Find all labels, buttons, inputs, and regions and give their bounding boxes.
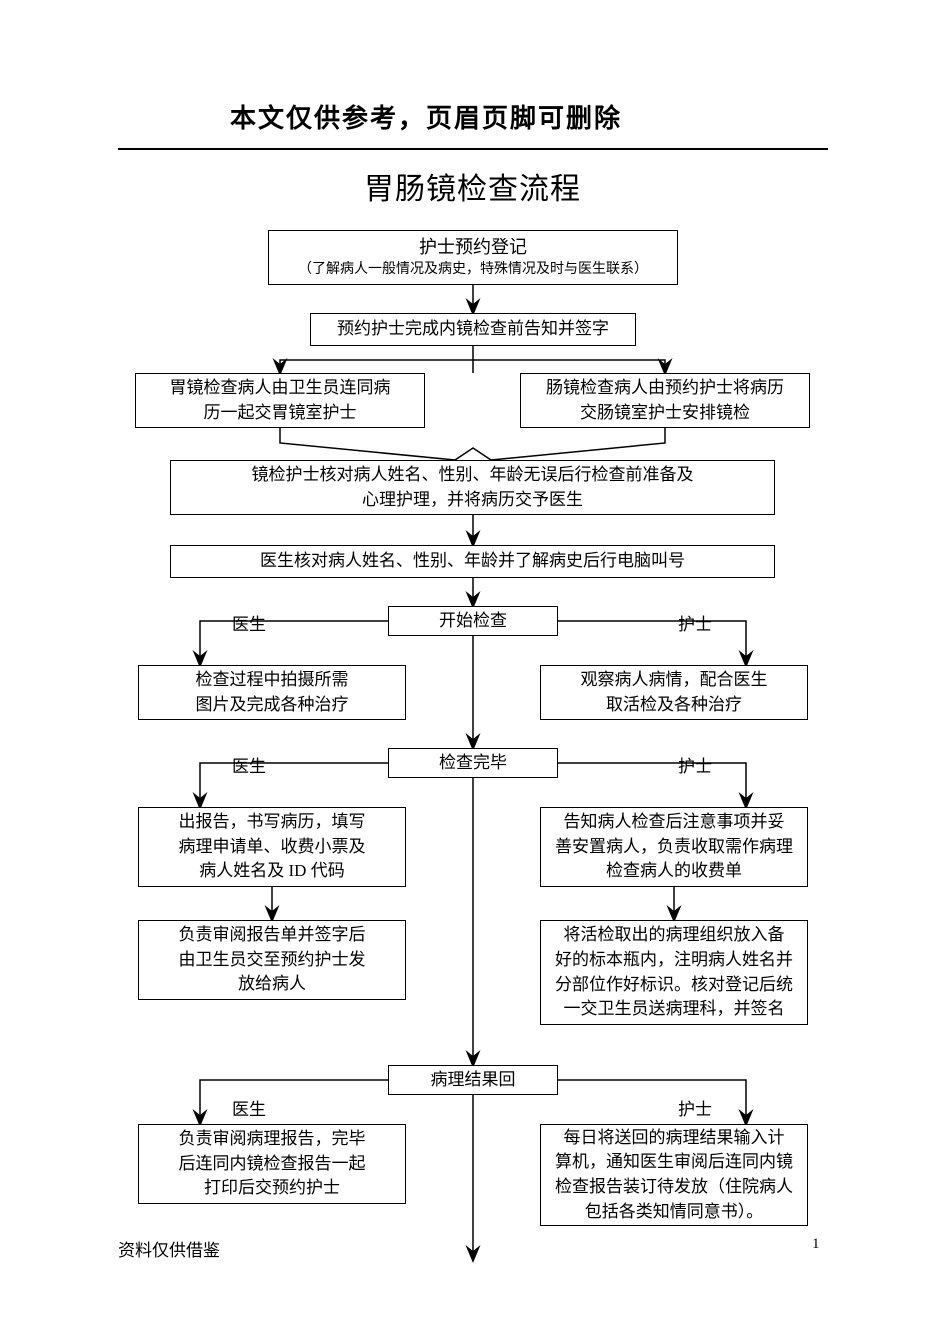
flow-node-line: 由卫生员交至预约护士发	[179, 948, 366, 973]
flow-node-line: 肠镜检查病人由预约护士将病历	[546, 376, 784, 401]
flow-node-n12l: 负责审阅病理报告，完毕后连同内镜检查报告一起打印后交预约护士	[138, 1124, 406, 1204]
flow-node-line: 将活检取出的病理组织放入备	[564, 923, 785, 948]
header-rule	[118, 148, 828, 150]
flow-node-line: 算机，通知医生审阅后连同内镜	[555, 1150, 793, 1175]
flow-node-line: 开始检查	[439, 609, 507, 634]
flow-node-line: 负责审阅病理报告，完毕	[179, 1127, 366, 1152]
flow-label-l3: 医生	[232, 752, 266, 777]
flow-node-line: 病人姓名及 ID 代码	[199, 859, 344, 884]
flow-node-line: 检查过程中拍摄所需	[196, 668, 349, 693]
flow-node-line: 医生核对病人姓名、性别、年龄并了解病史后行电脑叫号	[260, 549, 685, 574]
flow-node-n3r: 肠镜检查病人由预约护士将病历交肠镜室护士安排镜检	[520, 373, 810, 428]
flow-node-line: 负责审阅报告单并签字后	[179, 923, 366, 948]
flow-label-l4: 护士	[678, 752, 712, 777]
flow-node-line: 观察病人病情，配合医生	[581, 668, 768, 693]
flow-node-line: 图片及完成各种治疗	[196, 693, 349, 718]
flow-node-n6: 开始检查	[388, 606, 558, 636]
flow-node-line: 包括各类知情同意书）。	[585, 1200, 764, 1225]
flow-node-line: 胃镜检查病人由卫生员连同病	[170, 376, 391, 401]
footer-note: 资料仅供借鉴	[118, 1236, 220, 1261]
flow-node-n11: 病理结果回	[388, 1065, 558, 1095]
flow-node-line: 每日将送回的病理结果输入计	[564, 1126, 785, 1151]
flow-node-line: 镜检护士核对病人姓名、性别、年龄无误后行检查前准备及	[252, 463, 694, 488]
flow-node-line: （了解病人一般情况及病史，特殊情况及时与医生联系）	[298, 260, 648, 280]
header-note: 本文仅供参考，页眉页脚可删除	[230, 98, 622, 135]
flow-node-n5: 医生核对病人姓名、性别、年龄并了解病史后行电脑叫号	[170, 545, 775, 578]
flow-node-line: 心理护理，并将病历交予医生	[362, 488, 583, 513]
flow-node-line: 后连同内镜检查报告一起	[179, 1152, 366, 1177]
flow-node-line: 放给病人	[238, 972, 306, 997]
flow-node-line: 历一起交胃镜室护士	[204, 401, 357, 426]
flow-node-n10l: 负责审阅报告单并签字后由卫生员交至预约护士发放给病人	[138, 920, 406, 1000]
flow-node-n2: 预约护士完成内镜检查前告知并签字	[310, 313, 636, 346]
flow-node-line: 取活检及各种治疗	[606, 693, 742, 718]
flow-node-n9r: 告知病人检查后注意事项并妥善安置病人，负责收取需作病理检查病人的收费单	[540, 807, 808, 887]
flow-node-line: 出报告，书写病历，填写	[179, 810, 366, 835]
flow-node-line: 预约护士完成内镜检查前告知并签字	[337, 317, 609, 342]
flow-node-line: 好的标本瓶内，注明病人姓名并	[555, 948, 793, 973]
flow-node-n7l: 检查过程中拍摄所需图片及完成各种治疗	[138, 665, 406, 720]
flow-label-l1: 医生	[232, 610, 266, 635]
page-title: 胃肠镜检查流程	[0, 164, 945, 208]
flow-label-l6: 护士	[678, 1095, 712, 1120]
flow-node-line: 病理申请单、收费小票及	[179, 835, 366, 860]
flow-node-line: 护士预约登记	[419, 234, 527, 260]
flow-node-line: 告知病人检查后注意事项并妥	[564, 810, 785, 835]
flow-node-n3l: 胃镜检查病人由卫生员连同病历一起交胃镜室护士	[135, 373, 425, 428]
flow-node-line: 一交卫生员送病理科，并签名	[564, 997, 785, 1022]
page-number: 1	[812, 1236, 820, 1253]
flow-node-line: 交肠镜室护士安排镜检	[580, 401, 750, 426]
flow-node-n7r: 观察病人病情，配合医生取活检及各种治疗	[540, 665, 808, 720]
flow-node-line: 检查报告装订待发放（住院病人	[555, 1175, 793, 1200]
flow-label-l5: 医生	[232, 1095, 266, 1120]
flow-node-n8: 检查完毕	[388, 748, 558, 778]
flow-node-line: 分部位作好标识。核对登记后统	[555, 973, 793, 998]
flow-node-line: 打印后交预约护士	[204, 1176, 340, 1201]
flow-node-line: 善安置病人，负责收取需作病理	[555, 835, 793, 860]
flow-node-line: 检查病人的收费单	[606, 859, 742, 884]
flow-node-n10r: 将活检取出的病理组织放入备好的标本瓶内，注明病人姓名并分部位作好标识。核对登记后…	[540, 920, 808, 1025]
flow-node-n12r: 每日将送回的病理结果输入计算机，通知医生审阅后连同内镜检查报告装订待发放（住院病…	[540, 1124, 808, 1226]
flow-node-n1: 护士预约登记（了解病人一般情况及病史，特殊情况及时与医生联系）	[268, 230, 678, 285]
flow-node-n4: 镜检护士核对病人姓名、性别、年龄无误后行检查前准备及心理护理，并将病历交予医生	[170, 460, 775, 515]
flow-node-n9l: 出报告，书写病历，填写病理申请单、收费小票及病人姓名及 ID 代码	[138, 807, 406, 887]
flow-node-line: 检查完毕	[439, 751, 507, 776]
flow-node-line: 病理结果回	[431, 1068, 516, 1093]
flow-label-l2: 护士	[678, 610, 712, 635]
